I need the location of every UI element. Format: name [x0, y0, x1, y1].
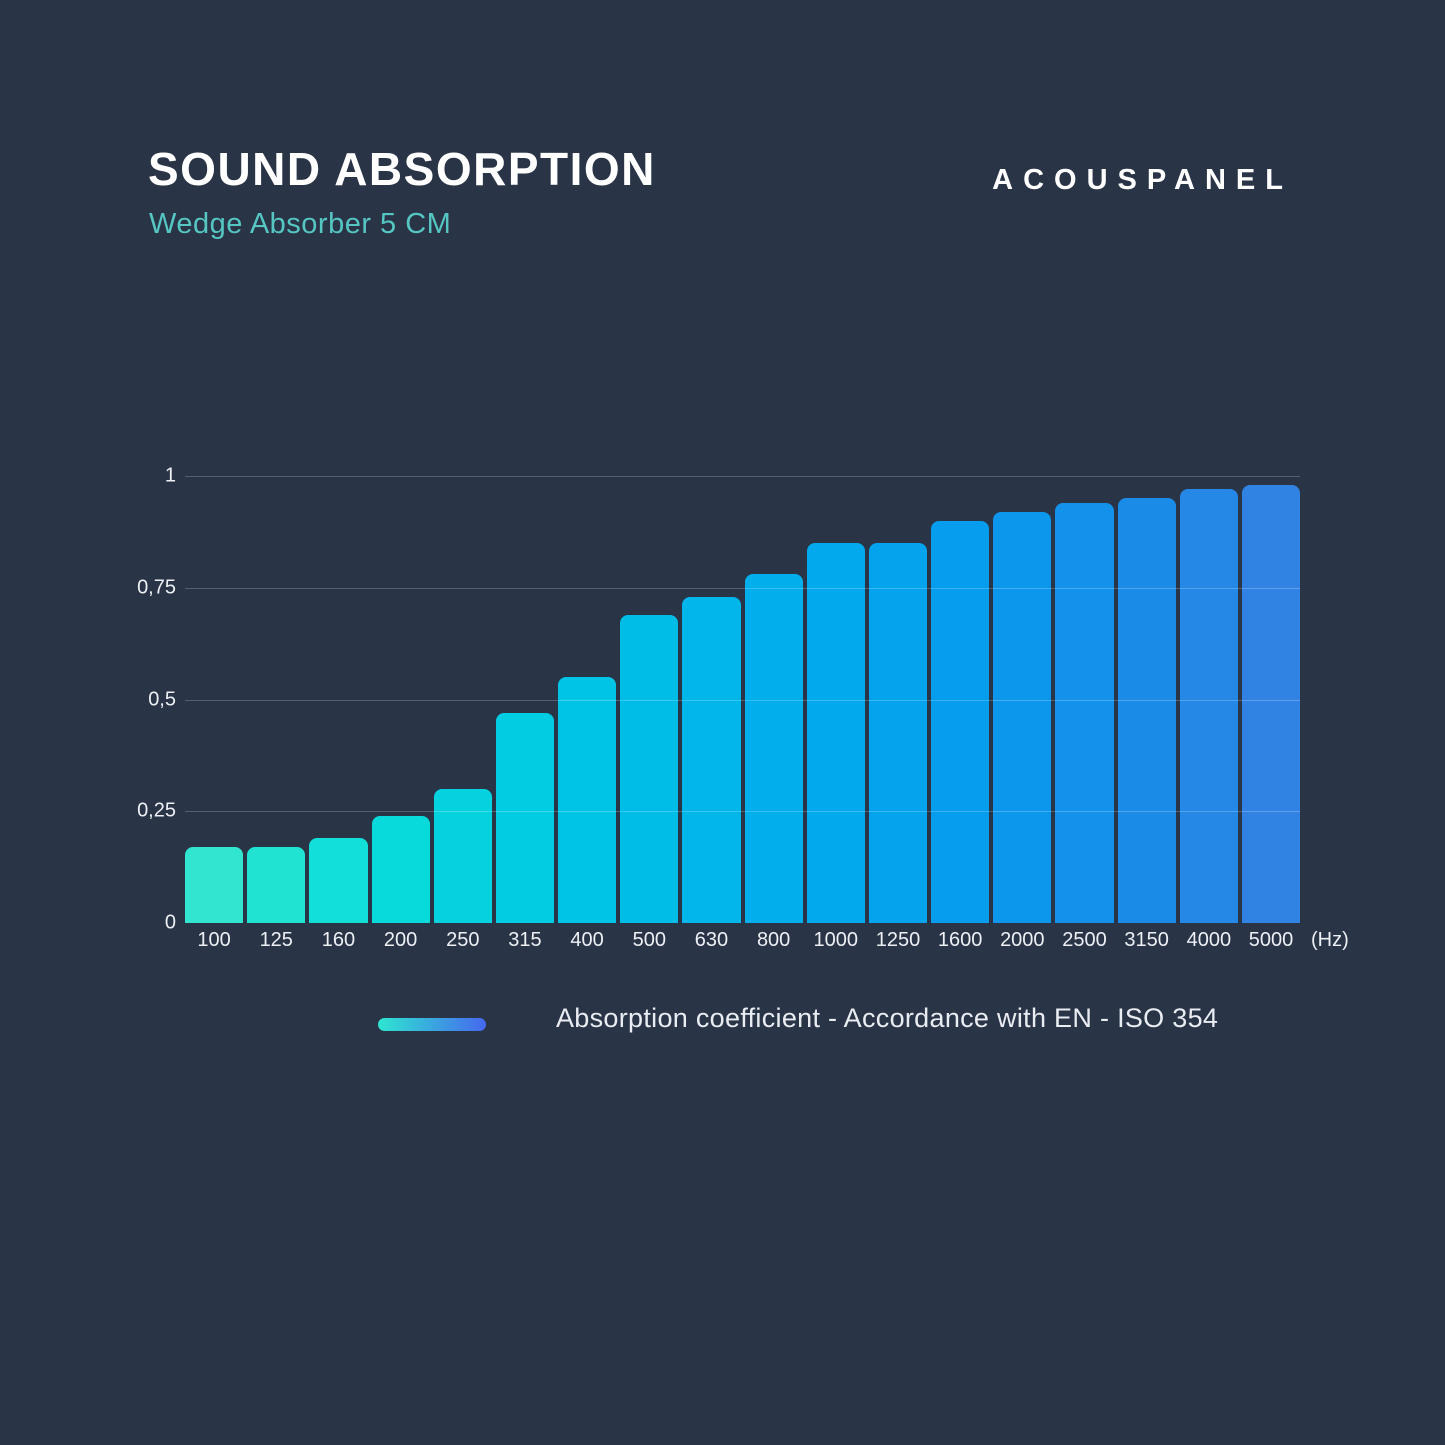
- gridline-0,25: [185, 811, 1300, 813]
- x-tick-250: 250: [446, 929, 480, 951]
- gridline-0,75: [185, 587, 1300, 589]
- bar-315hz: [495, 712, 555, 923]
- bar-3150hz: [1117, 498, 1176, 923]
- x-tick-2000: 2000: [1000, 929, 1045, 951]
- x-tick-200: 200: [383, 929, 418, 951]
- x-tick-5000: 5000: [1248, 929, 1294, 951]
- x-tick-100: 100: [197, 929, 231, 951]
- y-tick-0,75: 0,75: [137, 576, 176, 599]
- x-tick-500: 500: [632, 929, 666, 951]
- bar-1000hz: [806, 543, 865, 923]
- bar-630hz: [682, 596, 741, 923]
- x-tick-4000: 4000: [1186, 929, 1232, 951]
- x-tick-1250: 1250: [875, 929, 921, 951]
- bar-500hz: [620, 614, 679, 923]
- x-tick-3150: 3150: [1124, 929, 1169, 951]
- bar-800hz: [744, 574, 803, 923]
- y-tick-1: 1: [164, 464, 176, 487]
- y-tick-0,25: 0,25: [137, 799, 176, 822]
- bar-5000hz: [1241, 484, 1301, 923]
- bar-chart-plot-area: [185, 476, 1301, 923]
- y-tick-0: 0: [164, 911, 176, 934]
- bar-400hz: [558, 677, 617, 923]
- bar-100hz: [185, 847, 244, 923]
- bar-200hz: [371, 815, 430, 923]
- x-tick-125: 125: [259, 929, 293, 951]
- y-axis-tick-labels: 1 0,75 0,5 0,25 0: [0, 465, 176, 934]
- legend-label: Absorption coefficient - Accordance with…: [556, 1003, 1219, 1033]
- x-tick-800: 800: [756, 929, 791, 951]
- bar-250hz: [433, 788, 492, 923]
- gridline-1: [185, 476, 1300, 477]
- x-axis-tick-labels: 100 125 160 200 250 315 400 500 630 800 1000 1250 16…: [185, 929, 1300, 952]
- x-tick-1600: 1600: [937, 929, 983, 951]
- x-tick-1000: 1000: [813, 929, 859, 951]
- x-tick-2500: 2500: [1062, 929, 1107, 951]
- bar-1250hz: [868, 543, 928, 923]
- page-subtitle: Wedge Absorber 5 CM: [149, 208, 452, 240]
- bar-1600hz: [931, 520, 990, 923]
- brand-logo-text: ACOUSPANEL: [992, 164, 1293, 196]
- gridline-0,5: [185, 699, 1300, 701]
- x-tick-630: 630: [694, 929, 729, 951]
- bar-4000hz: [1179, 489, 1238, 923]
- y-tick-0,5: 0,5: [148, 688, 176, 710]
- bar-series: [185, 476, 1301, 923]
- legend-gradient-swatch: [378, 1018, 486, 1031]
- bar-125hz: [247, 847, 306, 923]
- bar-2000hz: [993, 511, 1052, 923]
- x-tick-400: 400: [570, 929, 604, 951]
- bar-160hz: [309, 838, 368, 923]
- page-title: SOUND ABSORPTION: [148, 143, 656, 195]
- x-axis-unit-label: (Hz): [1311, 929, 1349, 951]
- x-tick-315: 315: [508, 929, 542, 951]
- bar-2500hz: [1055, 502, 1114, 923]
- x-tick-160: 160: [321, 929, 356, 951]
